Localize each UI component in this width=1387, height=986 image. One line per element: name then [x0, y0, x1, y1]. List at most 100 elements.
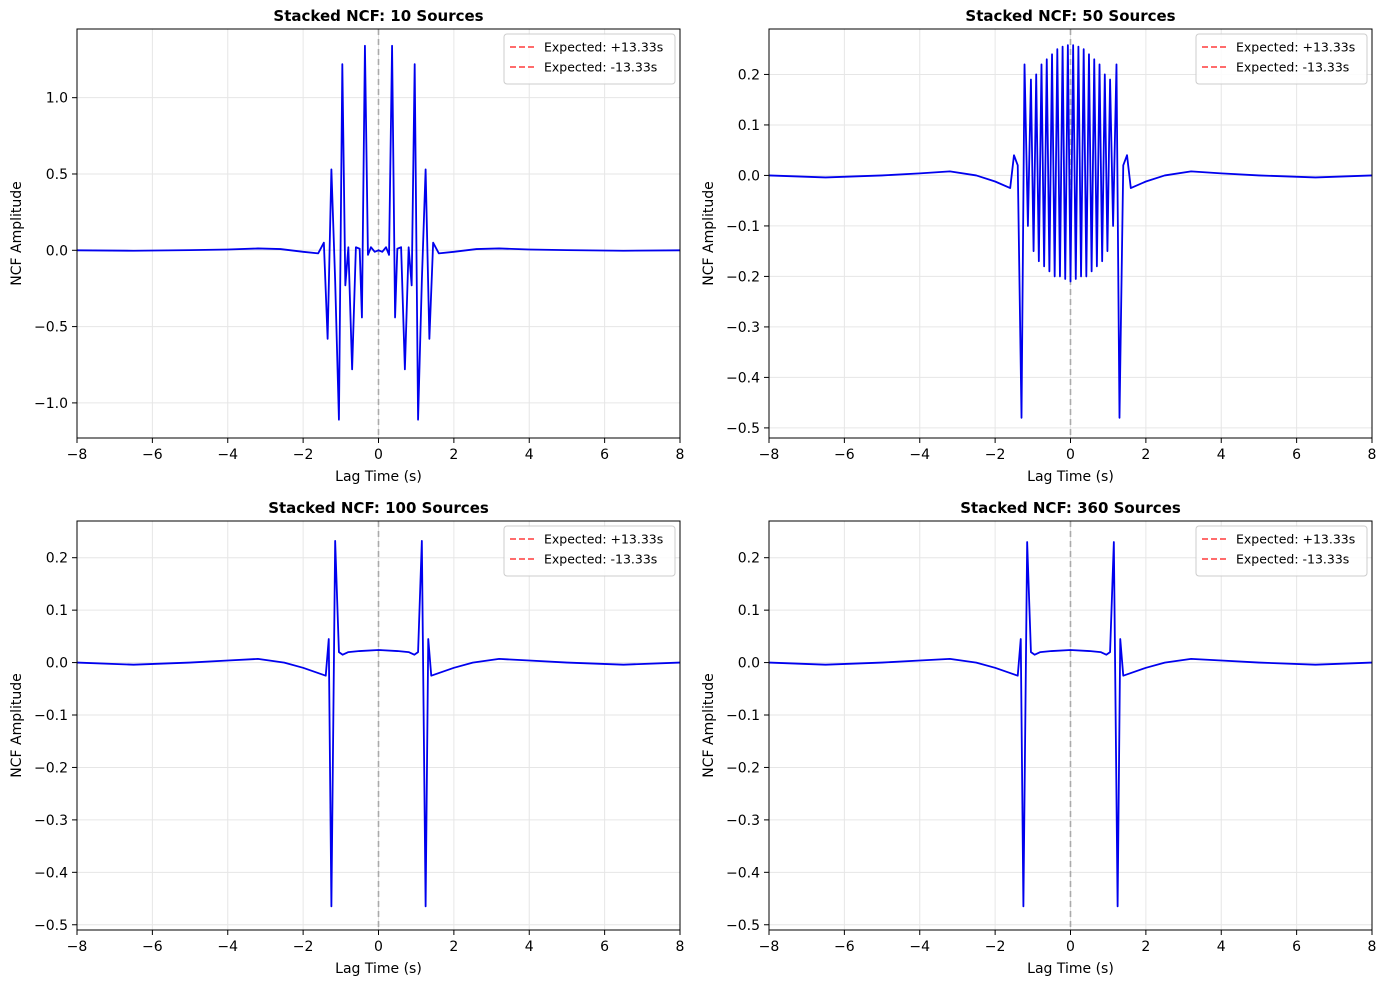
y-tick-label: −0.3 — [34, 813, 68, 829]
x-axis-label: Lag Time (s) — [1027, 961, 1114, 977]
y-tick-label: −0.5 — [726, 918, 760, 934]
y-tick-label: 0.5 — [46, 167, 68, 183]
legend-entry: Expected: -13.33s — [1236, 60, 1349, 75]
y-tick-label: −1.0 — [34, 396, 68, 412]
y-axis-label: NCF Amplitude — [701, 673, 717, 778]
x-tick-label: 8 — [1368, 447, 1377, 463]
y-tick-label: −0.4 — [34, 865, 68, 881]
ncf-series-line — [768, 541, 1373, 908]
y-tick-label: 0.0 — [738, 656, 760, 672]
x-tick-label: 2 — [1141, 939, 1150, 955]
x-tick-label: 2 — [1141, 447, 1150, 463]
ncf-series-line — [76, 44, 681, 421]
x-tick-label: 2 — [449, 939, 458, 955]
x-tick-label: 8 — [676, 939, 685, 955]
x-tick-label: 0 — [1066, 939, 1075, 955]
grid — [768, 521, 1373, 930]
legend-box — [1195, 33, 1368, 85]
y-tick-label: −0.3 — [726, 813, 760, 829]
y-tick-label: −0.1 — [726, 219, 760, 235]
subplot-4: −8 −6 −4 −2 0 2 4 6 8 −0.5 −0.4 −0.3 −0.2 −0.1 0.0 0.1 0… — [701, 499, 1376, 977]
x-tick-label: −8 — [67, 447, 88, 463]
subplot-1: −8 −6 −4 −2 0 2 4 6 8 −1.0 −0.5 0.0 0.5 1.0 Stacked NC… — [9, 7, 684, 485]
legend-entry: Expected: -13.33s — [1236, 552, 1349, 567]
legend-box — [503, 33, 676, 85]
chart-title: Stacked NCF: 50 Sources — [965, 7, 1175, 25]
x-tick-label: −6 — [834, 939, 855, 955]
ncf-series-line — [76, 540, 681, 908]
x-tick-label: 8 — [676, 447, 685, 463]
legend: Expected: +13.33s Expected: -13.33s — [503, 525, 676, 577]
x-tick-label: 6 — [1292, 939, 1301, 955]
y-tick-label: 0.2 — [738, 551, 760, 567]
y-tick-label: −0.4 — [726, 370, 760, 386]
y-tick-label: 0.1 — [738, 603, 760, 619]
x-tick-label: 2 — [449, 447, 458, 463]
x-tick-label: 0 — [374, 447, 383, 463]
y-tick-label: 0.1 — [738, 118, 760, 134]
y-tick-label: −0.2 — [726, 760, 760, 776]
legend-entry: Expected: +13.33s — [544, 40, 663, 55]
y-tick-label: 0.2 — [738, 67, 760, 83]
x-axis-label: Lag Time (s) — [335, 961, 422, 977]
x-tick-label: −2 — [985, 939, 1006, 955]
x-tick-label: −2 — [293, 939, 314, 955]
x-tick-label: −2 — [985, 447, 1006, 463]
legend: Expected: +13.33s Expected: -13.33s — [1195, 525, 1368, 577]
x-tick-label: 4 — [1217, 939, 1226, 955]
ncf-series-line — [768, 44, 1373, 419]
x-tick-label: 0 — [374, 939, 383, 955]
y-tick-label: −0.2 — [726, 269, 760, 285]
x-tick-label: −8 — [759, 447, 780, 463]
legend-entry: Expected: +13.33s — [544, 532, 663, 547]
y-tick-label: 0.2 — [46, 551, 68, 567]
y-tick-label: −0.3 — [726, 320, 760, 336]
x-tick-label: 0 — [1066, 447, 1075, 463]
x-tick-label: −6 — [142, 447, 163, 463]
legend-box — [1195, 525, 1368, 577]
x-tick-label: 4 — [525, 939, 534, 955]
x-tick-label: −4 — [217, 447, 238, 463]
y-tick-label: −0.5 — [34, 918, 68, 934]
y-axis-label: NCF Amplitude — [701, 181, 717, 286]
y-axis-label: NCF Amplitude — [9, 673, 25, 778]
y-tick-label: −0.5 — [34, 320, 68, 336]
legend-entry: Expected: +13.33s — [1236, 40, 1355, 55]
x-tick-label: 6 — [600, 939, 609, 955]
y-tick-label: −0.1 — [34, 708, 68, 724]
legend: Expected: +13.33s Expected: -13.33s — [503, 33, 676, 85]
chart-title: Stacked NCF: 360 Sources — [960, 499, 1181, 517]
x-tick-label: −8 — [759, 939, 780, 955]
x-axis-label: Lag Time (s) — [335, 469, 422, 485]
x-axis-label: Lag Time (s) — [1027, 469, 1114, 485]
x-tick-label: 4 — [525, 447, 534, 463]
chart-title: Stacked NCF: 10 Sources — [273, 7, 483, 25]
x-tick-label: −4 — [909, 447, 930, 463]
y-tick-label: −0.2 — [34, 760, 68, 776]
x-tick-label: −4 — [217, 939, 238, 955]
y-tick-label: −0.1 — [726, 708, 760, 724]
y-tick-label: 1.0 — [46, 91, 68, 107]
subplot-3: −8 −6 −4 −2 0 2 4 6 8 −0.5 −0.4 −0.3 −0.2 −0.1 0.0 0.1 0… — [9, 499, 684, 977]
legend-entry: Expected: -13.33s — [544, 552, 657, 567]
chart-title: Stacked NCF: 100 Sources — [268, 499, 489, 517]
x-tick-label: 8 — [1368, 939, 1377, 955]
x-tick-label: 4 — [1217, 447, 1226, 463]
y-tick-label: 0.0 — [738, 168, 760, 184]
y-tick-label: 0.1 — [46, 603, 68, 619]
legend: Expected: +13.33s Expected: -13.33s — [1195, 33, 1368, 85]
legend-entry: Expected: -13.33s — [544, 60, 657, 75]
x-tick-label: 6 — [600, 447, 609, 463]
y-tick-label: 0.0 — [46, 656, 68, 672]
y-tick-label: −0.4 — [726, 865, 760, 881]
x-tick-label: −6 — [834, 447, 855, 463]
x-tick-label: −4 — [909, 939, 930, 955]
y-axis-label: NCF Amplitude — [9, 181, 25, 286]
legend-entry: Expected: +13.33s — [1236, 532, 1355, 547]
x-tick-label: 6 — [1292, 447, 1301, 463]
y-tick-label: 0.0 — [46, 243, 68, 259]
x-tick-label: −8 — [67, 939, 88, 955]
legend-box — [503, 525, 676, 577]
y-tick-label: −0.5 — [726, 421, 760, 437]
